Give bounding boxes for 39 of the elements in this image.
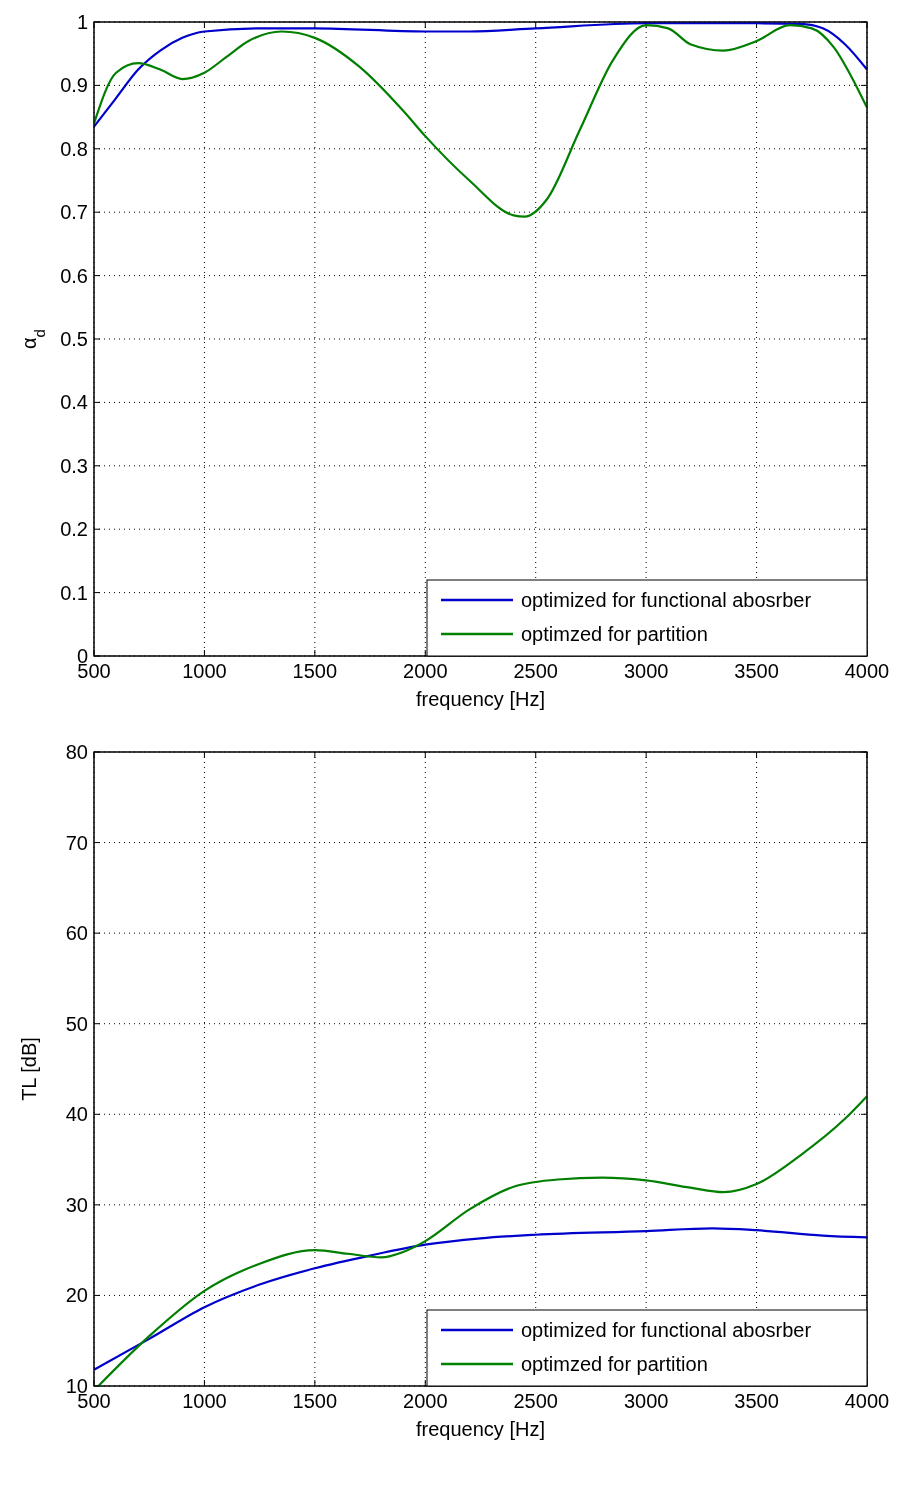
y-tick-label: 0.4	[60, 391, 88, 414]
y-tick-label: 30	[65, 1193, 88, 1216]
legend-label: optimzed for partition	[521, 623, 708, 645]
legend-label: optimized for functional abosrber	[521, 1319, 812, 1341]
y-tick-label: 0.8	[60, 137, 88, 160]
x-axis-title: frequency [Hz]	[416, 1418, 545, 1440]
y-tick-label: 1	[76, 11, 88, 33]
x-tick-label: 1000	[182, 1390, 227, 1412]
y-tick-label: 20	[65, 1284, 88, 1307]
x-tick-label: 2500	[513, 1390, 558, 1412]
y-tick-label: 70	[65, 831, 88, 854]
y-tick-label: 40	[65, 1103, 88, 1126]
legend-label: optimized for functional abosrber	[521, 589, 812, 611]
legend-label: optimzed for partition	[521, 1353, 708, 1375]
y-tick-label: 0.3	[60, 454, 88, 477]
line-series	[97, 1095, 869, 1388]
x-tick-label: 1500	[292, 660, 338, 682]
x-tick-label: 3500	[734, 1390, 779, 1412]
x-tick-label: 4000	[844, 1390, 890, 1412]
x-tick-label: 3000	[623, 660, 669, 682]
y-tick-label: 0.1	[60, 581, 88, 604]
x-tick-label: 4000	[844, 660, 890, 682]
x-axis-title: frequency [Hz]	[416, 688, 545, 710]
y-tick-label: 0.6	[60, 264, 88, 287]
x-tick-label: 1000	[182, 660, 227, 682]
y-tick-label: 0.2	[60, 518, 88, 541]
y-tick-label: 50	[65, 1012, 88, 1035]
x-tick-label: 2000	[403, 660, 448, 682]
y-tick-label: 0.9	[60, 74, 88, 97]
y-axis-title: TL [dB]	[18, 1037, 40, 1101]
y-tick-label: 0.5	[60, 328, 88, 350]
y-tick-label: 60	[65, 922, 88, 945]
y-tick-label: 80	[65, 741, 88, 763]
x-tick-label: 3000	[623, 1390, 669, 1412]
x-tick-label: 1500	[292, 1390, 338, 1412]
x-tick-label: 2500	[513, 660, 558, 682]
x-tick-label: 3500	[734, 660, 779, 682]
x-tick-label: 2000	[403, 1390, 448, 1412]
y-tick-label: 0.7	[60, 201, 88, 224]
